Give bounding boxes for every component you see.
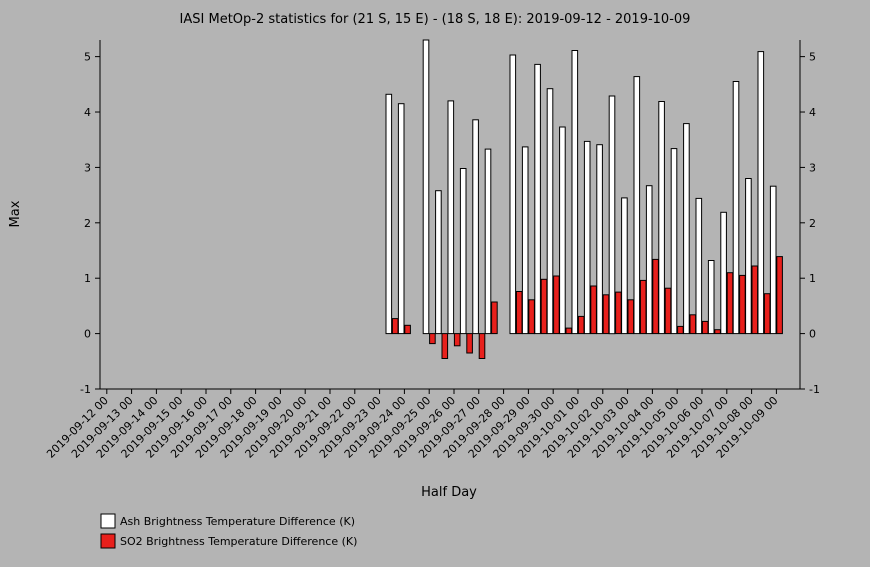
ash-bar	[546, 88, 554, 335]
legend-label-so2: SO2 Brightness Temperature Difference (K…	[120, 535, 357, 548]
x-axis-label: Half Day	[421, 485, 477, 500]
ash-bar	[757, 51, 765, 335]
ash-bar	[621, 197, 628, 335]
bars-layer	[385, 39, 783, 360]
ash-bar	[397, 103, 405, 335]
ash-bar	[707, 260, 715, 335]
so2-bar	[515, 291, 523, 335]
ash-bar	[670, 148, 678, 335]
so2-bar	[763, 293, 771, 335]
ash-bar	[769, 185, 777, 335]
y-tick-label-right: 0	[809, 328, 816, 341]
so2-bar	[528, 299, 535, 335]
y-tick-label-left: 5	[84, 51, 91, 64]
y-tick-label-right: 5	[809, 51, 816, 64]
so2-bar	[677, 325, 684, 335]
y-tick-label-left: 2	[84, 217, 91, 230]
so2-bar	[615, 291, 622, 335]
ash-bar	[534, 63, 541, 335]
ash-bar	[571, 50, 579, 335]
so2-bar	[565, 327, 573, 335]
ash-bar	[447, 100, 455, 335]
so2-bar	[776, 256, 783, 335]
so2-bar	[627, 299, 635, 335]
so2-bar	[466, 333, 473, 354]
y-axis-label: Max	[8, 200, 23, 227]
ash-bar	[583, 140, 591, 335]
ash-bar	[559, 126, 566, 335]
y-tick-label-right: 2	[809, 217, 816, 230]
ash-bar	[633, 76, 641, 335]
y-tick-label-right: 4	[809, 106, 816, 119]
ash-bar	[720, 211, 727, 335]
y-tick-label-left: -1	[80, 383, 91, 396]
ash-bar	[459, 168, 467, 335]
so2-bar	[689, 314, 697, 335]
ash-bar	[683, 123, 690, 335]
so2-bar	[491, 301, 498, 335]
so2-bar	[404, 324, 411, 335]
y-tick-label-left: 3	[84, 161, 91, 174]
so2-bar	[453, 333, 461, 347]
legend-swatch-so2	[100, 533, 116, 549]
so2-bar	[478, 333, 486, 360]
so2-bar	[577, 315, 585, 335]
ash-bar	[472, 119, 479, 335]
ash-bar	[745, 178, 752, 335]
y-tick-label-left: 4	[84, 106, 91, 119]
y-tick-label-left: 0	[84, 328, 91, 341]
so2-bar	[751, 265, 759, 335]
ash-bar	[521, 146, 529, 335]
ash-bar	[422, 39, 430, 335]
so2-bar	[664, 287, 672, 335]
chart-title: IASI MetOp-2 statistics for (21 S, 15 E)…	[180, 12, 691, 27]
so2-bar	[639, 279, 647, 335]
so2-bar	[652, 258, 659, 335]
y-tick-label-right: 1	[809, 272, 816, 285]
ash-bar	[732, 81, 740, 335]
so2-bar	[739, 274, 746, 335]
ash-bar	[596, 144, 603, 335]
so2-bar	[441, 333, 449, 360]
so2-bar	[540, 278, 548, 335]
so2-bar	[714, 329, 721, 335]
so2-bar	[701, 320, 709, 335]
ash-bar	[435, 190, 442, 335]
ash-bar	[695, 197, 703, 335]
ash-bar	[484, 148, 492, 335]
so2-bar	[429, 333, 436, 345]
ash-bar	[658, 101, 665, 335]
legend-swatch-ash	[100, 513, 116, 529]
ash-bar	[385, 93, 393, 335]
so2-bar	[602, 294, 610, 335]
so2-bar	[590, 285, 597, 335]
y-tick-label-left: 1	[84, 272, 91, 285]
ash-bar	[645, 185, 653, 335]
so2-bar	[726, 272, 734, 335]
y-tick-label-right: 3	[809, 161, 816, 174]
so2-bar	[553, 275, 560, 335]
legend: Ash Brightness Temperature Difference (K…	[100, 513, 357, 549]
legend-label-ash: Ash Brightness Temperature Difference (K…	[120, 515, 355, 528]
ash-bar	[608, 95, 616, 335]
ash-bar	[509, 54, 517, 335]
y-tick-label-right: -1	[809, 383, 820, 396]
so2-bar	[391, 318, 399, 335]
